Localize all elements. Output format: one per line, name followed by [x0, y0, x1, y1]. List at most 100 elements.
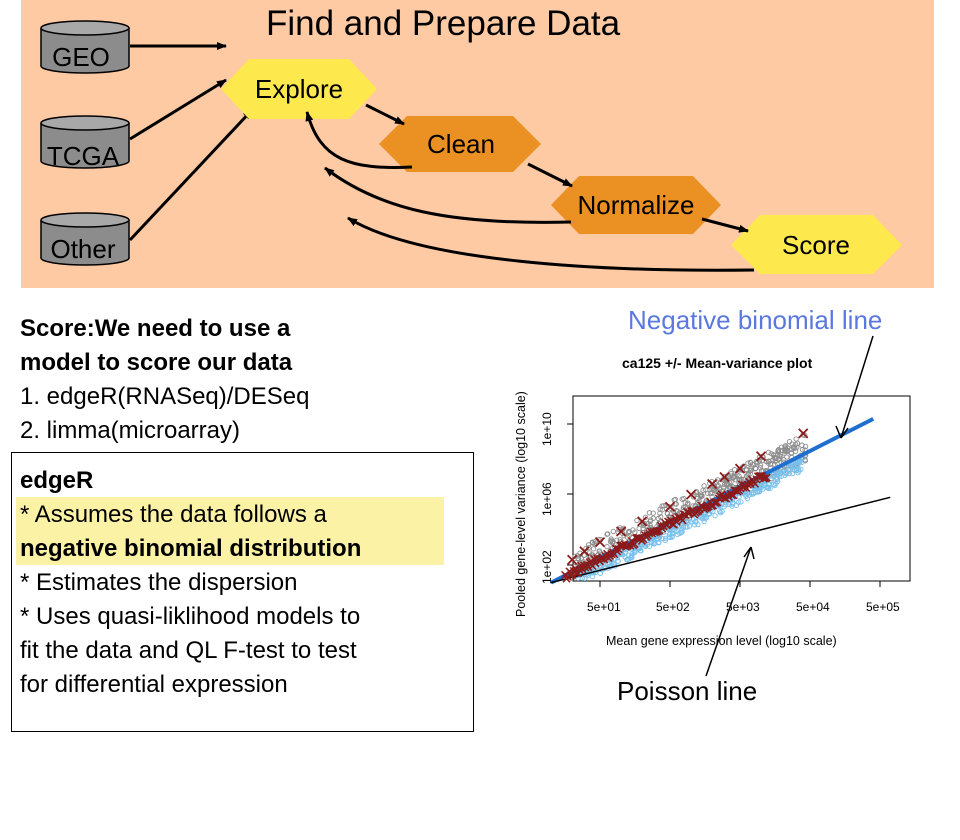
raw-variance-point — [630, 527, 636, 533]
raw-variance-point — [786, 438, 793, 445]
raw-variance-point — [604, 543, 610, 550]
score-item-edger: 1. edgeR(RNASeq)/DESeq — [20, 383, 310, 410]
pooled-variance-point — [686, 523, 693, 529]
arrow-normalize-explore — [324, 166, 572, 224]
pooled-variance-point — [666, 531, 673, 538]
raw-variance-point — [768, 450, 774, 457]
pooled-variance-point — [738, 499, 744, 505]
raw-variance-point — [604, 531, 610, 537]
raw-variance-point — [701, 483, 707, 489]
raw-variance-point — [723, 476, 729, 482]
pooled-variance-point — [756, 487, 763, 493]
raw-variance-point — [715, 483, 722, 489]
binned-x-marker — [734, 463, 746, 474]
binned-x-marker — [571, 564, 580, 573]
pooled-variance-point — [638, 548, 644, 554]
pooled-variance-point — [743, 490, 749, 496]
raw-variance-point — [634, 517, 640, 524]
raw-variance-point — [659, 503, 665, 509]
raw-variance-point — [765, 449, 772, 456]
raw-variance-point — [620, 525, 627, 531]
raw-variance-point — [799, 447, 806, 453]
source-label-other: Other — [50, 234, 115, 264]
edger-ql-line-2: fit the data and QL F-test to test — [20, 637, 357, 664]
arrow-normalize-score — [701, 217, 749, 233]
edger-assumption-line-1: * Assumes the data follows a — [20, 501, 327, 528]
binned-x-marker — [626, 541, 635, 550]
pooled-variance-points — [573, 455, 806, 582]
raw-variance-point — [783, 448, 789, 454]
raw-variance-point — [782, 445, 788, 451]
raw-variance-point — [650, 515, 656, 521]
binned-x-marker — [664, 501, 676, 513]
raw-variance-point — [674, 508, 681, 514]
pooled-variance-point — [792, 467, 798, 474]
pooled-variance-point — [629, 555, 635, 561]
pooled-variance-point — [699, 516, 706, 522]
raw-variance-point — [642, 514, 649, 520]
pooled-variance-point — [678, 529, 684, 535]
raw-variance-point — [776, 449, 782, 455]
step-clean-shape — [379, 116, 541, 172]
raw-variance-point — [578, 555, 584, 562]
pooled-variance-point — [670, 530, 676, 537]
raw-variance-point — [748, 467, 754, 474]
raw-variance-point — [590, 546, 597, 552]
step-clean-label: Clean — [427, 129, 495, 159]
raw-variance-point — [790, 444, 796, 450]
edger-box — [11, 452, 474, 732]
arrow-explore-clean — [365, 103, 405, 126]
raw-variance-point — [793, 436, 799, 442]
binned-x-marker — [678, 516, 687, 525]
plot-frame — [572, 395, 911, 582]
step-score-shape — [731, 215, 902, 274]
poisson-annotation-arrow — [705, 546, 752, 677]
binned-x-marker — [798, 428, 809, 439]
poisson-line — [550, 496, 891, 584]
raw-variance-point — [679, 496, 685, 502]
pooled-variance-point — [794, 467, 800, 474]
workflow-diagram: GEO TCGA Other Explore Clean Normalize S… — [40, 20, 902, 274]
raw-variance-point — [757, 465, 764, 471]
raw-variance-point — [794, 444, 800, 450]
raw-variance-point — [586, 544, 592, 551]
nb-annotation-arrowhead — [835, 425, 849, 439]
database-other-icon: Other — [40, 212, 130, 266]
pooled-variance-point — [735, 499, 742, 505]
raw-variance-point — [575, 556, 582, 562]
binned-x-marker — [579, 546, 590, 557]
pooled-variance-point — [692, 522, 698, 528]
nb-annotation-arrow — [840, 335, 874, 439]
x-tick-label: 5e+03 — [726, 600, 760, 614]
binned-x-marker — [762, 473, 771, 482]
binned-x-marker — [567, 554, 578, 565]
raw-variance-point — [657, 510, 663, 516]
raw-variance-point — [784, 454, 790, 460]
workflow-title: Find and Prepare Data — [266, 4, 621, 43]
binned-variance-markers — [561, 428, 809, 583]
plot-title: ca125 +/- Mean-variance plot — [622, 355, 813, 371]
pooled-variance-point — [656, 539, 662, 545]
pooled-variance-point — [615, 558, 621, 564]
database-geo-icon: GEO — [40, 20, 130, 74]
raw-variance-point — [684, 501, 691, 507]
step-normalize-shape — [551, 176, 721, 234]
edger-ql-line-3: for differential expression — [20, 671, 288, 698]
pooled-variance-point — [629, 552, 635, 558]
arrow-clean-normalize — [527, 162, 573, 188]
binned-x-marker — [594, 536, 606, 548]
raw-variance-point — [745, 460, 751, 466]
arrow-other-explore — [128, 108, 254, 242]
score-heading-1: Score:We need to use a — [20, 315, 291, 342]
pooled-variance-point — [755, 484, 762, 490]
pooled-variance-point — [712, 513, 718, 519]
pooled-variance-point — [786, 470, 792, 477]
pooled-variance-point — [772, 482, 778, 489]
arrow-clean-explore — [305, 111, 413, 169]
edger-title: edgeR — [20, 467, 94, 494]
edger-assumption-line-2: negative binomial distribution — [20, 535, 362, 562]
binned-x-marker — [755, 451, 767, 462]
raw-variance-point — [699, 493, 705, 499]
raw-variance-point — [636, 525, 642, 532]
plot-x-axis-label: Mean gene expression level (log10 scale) — [606, 634, 837, 648]
